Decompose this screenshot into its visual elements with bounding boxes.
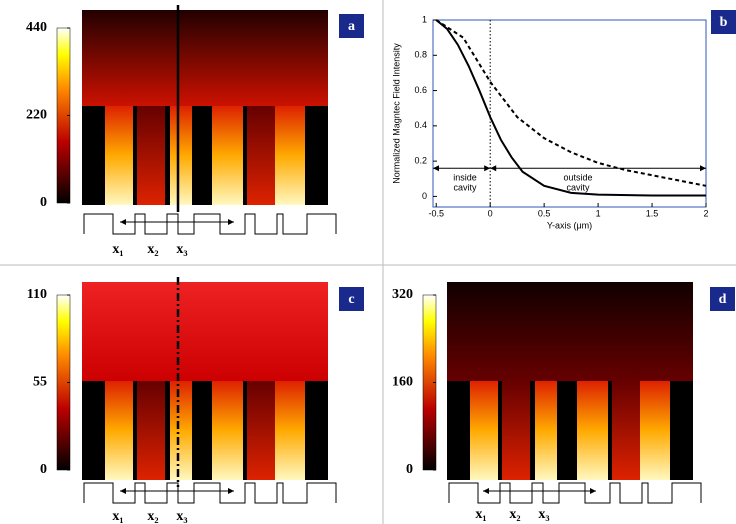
- groove: [535, 381, 557, 480]
- annotation: outside: [563, 173, 592, 183]
- panel-label: d: [719, 292, 727, 307]
- groove: [640, 381, 670, 480]
- x-tick-label: 1.5: [646, 208, 659, 218]
- position-label: x₃: [176, 242, 187, 257]
- annotation: cavity: [453, 183, 477, 193]
- groove: [275, 381, 305, 480]
- profile: [83, 213, 337, 235]
- y-tick-label: 0.4: [414, 120, 427, 130]
- panel-label: a: [348, 19, 355, 34]
- field-map-top: [82, 10, 328, 106]
- colorbar-tick-label: 0: [406, 462, 413, 477]
- position-label: x₂: [509, 507, 520, 522]
- position-label: x₂: [147, 509, 158, 524]
- groove: [170, 106, 192, 205]
- field-map-top: [82, 282, 328, 381]
- colorbar-tick-label: 0: [40, 195, 47, 210]
- y-tick-label: 0: [422, 191, 427, 201]
- position-label: x₂: [147, 242, 158, 257]
- colorbar-tick-label: 440: [26, 20, 47, 35]
- panel-label-box: [711, 10, 736, 34]
- groove: [247, 106, 275, 205]
- profile: [83, 482, 337, 504]
- plot-frame: [432, 19, 707, 208]
- position-label: x₁: [112, 509, 123, 524]
- position-label: x₃: [538, 507, 549, 522]
- position-label: x₁: [475, 507, 486, 522]
- position-label: x₁: [112, 242, 123, 257]
- position-label: x₃: [176, 509, 187, 524]
- groove: [170, 381, 192, 480]
- x-tick-label: 2: [703, 208, 708, 218]
- y-tick-label: 0.2: [414, 156, 427, 166]
- panel-label-box: [339, 287, 364, 311]
- x-tick-label: 0.5: [538, 208, 551, 218]
- groove: [212, 381, 243, 480]
- colorbar-tick-label: 220: [26, 108, 47, 123]
- groove: [105, 106, 133, 205]
- y-tick-label: 0.8: [414, 50, 427, 60]
- field-map-top: [447, 282, 693, 381]
- groove: [212, 106, 243, 205]
- colorbar-tick-label: 320: [392, 287, 413, 302]
- y-axis-label: Normalized Magntec Field Intensity: [391, 43, 401, 184]
- groove: [577, 381, 608, 480]
- line-series: [435, 19, 707, 187]
- panel-label-box: [339, 14, 364, 38]
- profile: [448, 482, 702, 504]
- line-series: [435, 19, 706, 197]
- groove: [137, 106, 165, 205]
- annotation: inside: [453, 173, 477, 183]
- panel-label-box: [710, 287, 735, 311]
- colorbar-tick-label: 160: [392, 375, 413, 390]
- panel-label: c: [348, 292, 354, 307]
- groove: [612, 381, 640, 480]
- groove: [470, 381, 498, 480]
- x-tick-label: 1: [596, 208, 601, 218]
- groove: [105, 381, 133, 480]
- x-tick-label: -0.5: [428, 208, 444, 218]
- x-axis-label: Y-axis (μm): [547, 220, 592, 230]
- colorbar-tick-label: 0: [40, 462, 47, 477]
- groove: [275, 106, 305, 205]
- x-tick-label: 0: [488, 208, 493, 218]
- groove: [137, 381, 165, 480]
- groove: [502, 381, 530, 480]
- annotation: cavity: [566, 183, 590, 193]
- groove: [247, 381, 275, 480]
- panel-label: b: [720, 15, 728, 30]
- colorbar-tick-label: 55: [33, 375, 47, 390]
- arrow-head: [433, 165, 706, 172]
- y-tick-label: 1: [422, 14, 427, 24]
- y-tick-label: 0.6: [414, 85, 427, 95]
- colorbar-tick-label: 110: [27, 287, 47, 302]
